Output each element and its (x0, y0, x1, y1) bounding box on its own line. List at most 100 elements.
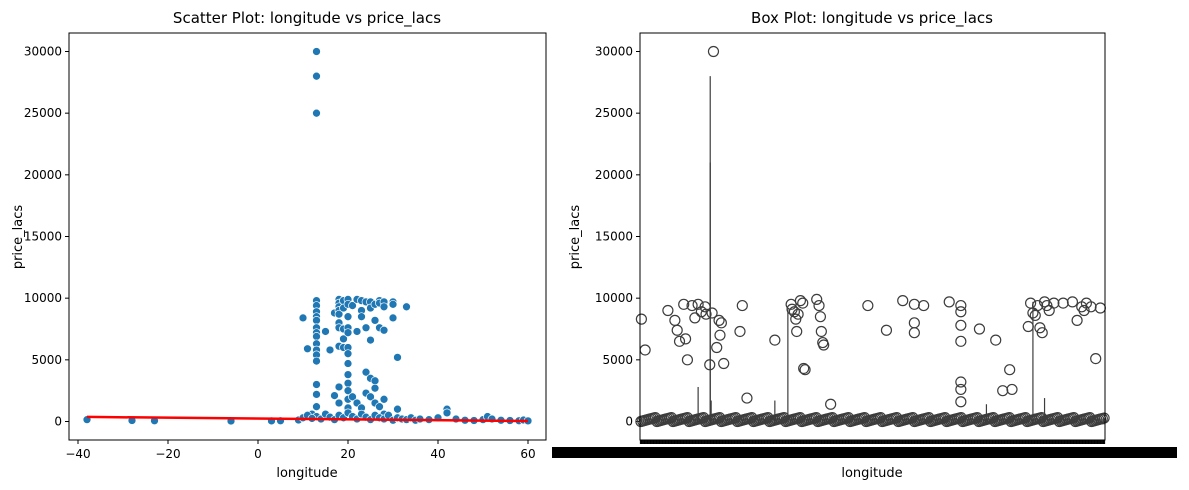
scatter-point (339, 334, 348, 344)
scatter-point (393, 353, 402, 362)
scatter-point (325, 345, 335, 355)
scatter-y-axis-label: price_lacs (11, 205, 26, 270)
scatter-point (348, 301, 357, 310)
box-outlier (1048, 297, 1060, 309)
box-outlier (686, 299, 698, 312)
scatter-point (334, 309, 344, 319)
scatter-point (343, 328, 353, 338)
scatter-point (312, 332, 321, 341)
box-outlier (918, 299, 930, 312)
box-outlier (908, 327, 920, 339)
box-outlier (794, 295, 807, 307)
y-tick-label: 10000 (24, 291, 62, 305)
trendline (86, 415, 529, 423)
box-outlier (955, 335, 967, 347)
box-outlier (1071, 314, 1083, 326)
scatter-point (343, 386, 353, 396)
scatter-point (366, 335, 375, 345)
box-title: Box Plot: longitude vs price_lacs (751, 9, 993, 28)
box-outlier (679, 333, 692, 345)
scatter-plot-frame (68, 32, 547, 441)
box-outlier (990, 334, 1002, 346)
box-outlier (1004, 364, 1016, 376)
box-outlier (973, 323, 986, 335)
scatter-point (312, 356, 321, 366)
box-outlier (692, 298, 704, 310)
scatter-point (343, 370, 353, 379)
box-outlier (699, 301, 711, 313)
box-outlier (814, 311, 827, 323)
box-outlier (813, 299, 825, 312)
box-outlier (955, 319, 967, 331)
box-outlier (955, 376, 967, 388)
scatter-point (303, 344, 312, 354)
x-tick-label: −20 (155, 447, 180, 461)
box-outlier (1022, 320, 1034, 333)
box-plot-frame (639, 32, 1106, 441)
box-outlier (790, 313, 802, 325)
box-outlier (797, 297, 809, 309)
box-outlier (897, 295, 909, 307)
scatter-point (352, 327, 362, 336)
box-outlier (711, 341, 723, 354)
scatter-x-ticks: −40 −20 0 20 40 60 (65, 440, 536, 461)
box-outlier (815, 325, 827, 338)
scatter-point (312, 402, 321, 412)
y-tick-label: 5000 (31, 353, 62, 367)
y-tick-label: 0 (54, 415, 62, 429)
scatter-y-ticks: 0 5000 10000 15000 20000 25000 30000 (24, 45, 69, 429)
box-outlier (714, 329, 726, 341)
box-outlier (943, 296, 955, 308)
scatter-point (361, 367, 371, 377)
scatter-point (379, 325, 389, 335)
scatter-point (370, 316, 380, 325)
box-outlier (1090, 353, 1102, 365)
x-tick-label: 60 (520, 447, 535, 461)
scatter-point (312, 71, 321, 81)
box-panel: Box Plot: longitude vs price_lacs longit… (552, 9, 1177, 481)
scatter-point (370, 376, 380, 386)
scatter-x-axis-label: longitude (276, 466, 337, 481)
y-tick-label: 30000 (24, 45, 62, 59)
scatter-point (321, 327, 330, 336)
scatter-point (312, 390, 321, 399)
box-outlier (955, 306, 967, 318)
box-outlier (818, 339, 830, 351)
box-outlier (862, 299, 874, 312)
y-tick-label: 20000 (24, 168, 62, 182)
scatter-point (343, 312, 353, 322)
box-outlier (1041, 299, 1053, 312)
box-outlier (704, 359, 716, 371)
scatter-point (334, 398, 344, 408)
y-tick-label: 20000 (595, 168, 633, 182)
x-tick-label: 40 (430, 447, 445, 461)
box-outlier (718, 357, 730, 370)
scatter-point (393, 404, 402, 414)
scatter-trendline-group (86, 415, 529, 423)
scatter-point (402, 302, 411, 312)
box-outlier (799, 364, 811, 376)
scatter-point (379, 394, 389, 404)
box-y-axis-label: price_lacs (568, 205, 583, 270)
box-outlier (1006, 383, 1018, 396)
box-outlier (671, 324, 683, 336)
scatter-point (312, 108, 321, 118)
scatter-point (312, 47, 321, 56)
box-outlier (1078, 304, 1090, 317)
y-tick-label: 5000 (602, 353, 633, 367)
scatter-point (442, 408, 452, 418)
box-outlier (713, 314, 725, 326)
box-outlier (715, 317, 727, 329)
box-outlier (700, 308, 712, 320)
box-outlier (707, 45, 720, 58)
box-outlier (825, 398, 837, 410)
scatter-point (379, 302, 389, 312)
box-outlier (798, 362, 810, 375)
y-tick-label: 15000 (24, 230, 62, 244)
y-tick-label: 25000 (595, 106, 633, 120)
box-marks (552, 45, 1177, 458)
scatter-point (451, 414, 461, 424)
scatter-point (388, 313, 398, 323)
box-outlier (681, 354, 694, 366)
